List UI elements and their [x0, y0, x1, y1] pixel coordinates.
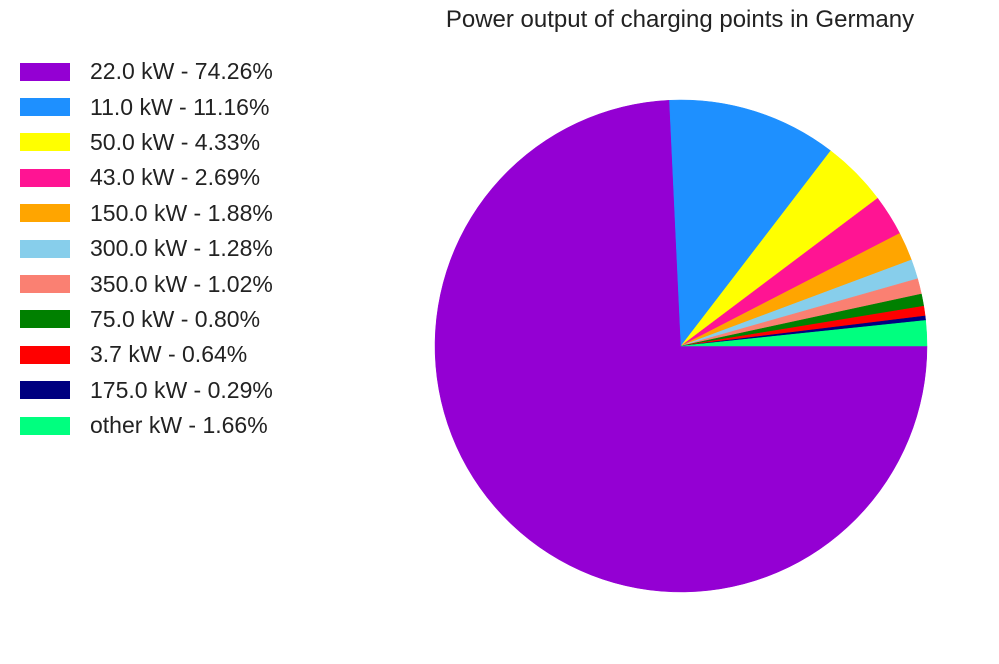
legend-label: 300.0 kW - 1.28%	[90, 235, 273, 262]
legend-label: 50.0 kW - 4.33%	[90, 128, 261, 155]
pie-slices	[434, 99, 928, 593]
legend-label: 175.0 kW - 0.29%	[90, 376, 273, 403]
legend-item: 50.0 kW - 4.33%	[20, 125, 380, 160]
legend-label: 75.0 kW - 0.80%	[90, 305, 261, 332]
legend-label: 11.0 kW - 11.16%	[90, 93, 270, 120]
legend-item: 150.0 kW - 1.88%	[20, 196, 380, 231]
legend-item: 22.0 kW - 74.26%	[20, 54, 380, 89]
legend-swatch	[20, 381, 70, 400]
legend-item: 3.7 kW - 0.64%	[20, 337, 380, 372]
legend-swatch	[20, 133, 70, 152]
legend-label: 43.0 kW - 2.69%	[90, 164, 261, 191]
legend-label: other kW - 1.66%	[90, 412, 268, 439]
legend-swatch	[20, 416, 70, 435]
legend-item: 175.0 kW - 0.29%	[20, 373, 380, 408]
legend-item: 43.0 kW - 2.69%	[20, 160, 380, 195]
legend-swatch	[20, 204, 70, 223]
legend-item: 75.0 kW - 0.80%	[20, 302, 380, 337]
legend-swatch	[20, 345, 70, 364]
legend-item: 350.0 kW - 1.02%	[20, 266, 380, 301]
legend-swatch	[20, 239, 70, 258]
chart-title: Power output of charging points in Germa…	[445, 6, 915, 33]
legend-swatch	[20, 62, 70, 81]
pie-slice-other-kw	[680, 320, 928, 347]
pie-slice-11-0-kw	[669, 99, 832, 347]
legend-item: other kW - 1.66%	[20, 408, 380, 443]
chart-legend: 22.0 kW - 74.26% 11.0 kW - 11.16% 50.0 k…	[20, 54, 380, 443]
legend-swatch	[20, 168, 70, 187]
legend-label: 22.0 kW - 74.26%	[90, 58, 273, 85]
legend-label: 3.7 kW - 0.64%	[90, 341, 248, 368]
legend-item: 300.0 kW - 1.28%	[20, 231, 380, 266]
legend-swatch	[20, 98, 70, 117]
legend-item: 11.0 kW - 11.16%	[20, 89, 380, 124]
legend-label: 150.0 kW - 1.88%	[90, 199, 273, 226]
legend-label: 350.0 kW - 1.02%	[90, 270, 273, 297]
legend-swatch	[20, 275, 70, 294]
legend-swatch	[20, 310, 70, 329]
